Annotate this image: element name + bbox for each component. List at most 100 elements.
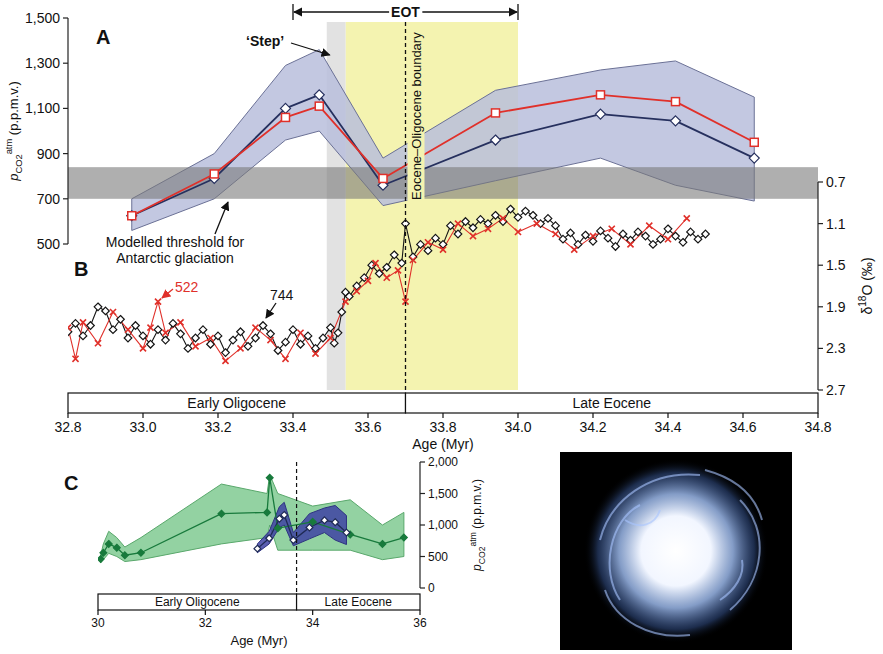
- data-point: [664, 225, 672, 233]
- data-point: [634, 228, 642, 236]
- label-part: (p.p.m.v.): [470, 479, 484, 532]
- y-axis-tick: [420, 587, 425, 588]
- data-point: [590, 233, 596, 239]
- y2-axis-tick: [818, 389, 823, 390]
- y2-axis-line: [817, 182, 818, 390]
- y2-axis-tick-label: 1.5: [826, 257, 846, 273]
- data-point: [477, 216, 485, 224]
- data-point: [447, 222, 455, 230]
- data-point: [312, 351, 318, 357]
- data-point: [117, 315, 125, 323]
- x-tick-label: 34.0: [504, 419, 531, 435]
- data-point: [252, 334, 260, 342]
- x-tick: [142, 413, 143, 418]
- label-part: p: [6, 174, 21, 182]
- panel-d-image: [560, 452, 792, 650]
- x-axis-title: Age (Myr): [230, 633, 287, 648]
- data-point: [139, 332, 147, 340]
- y-axis-tick-label: 1,000: [428, 518, 458, 532]
- data-point: [609, 226, 615, 232]
- data-point: [679, 239, 687, 247]
- panel-letter: C: [64, 472, 78, 494]
- label-part: CO2: [477, 546, 487, 564]
- threshold-arrow: [215, 202, 228, 234]
- data-point: [492, 109, 500, 117]
- x-tick-label: 34.6: [729, 419, 756, 435]
- data-point: [672, 98, 680, 106]
- data-point: [222, 349, 230, 357]
- data-point: [432, 234, 440, 242]
- data-point: [671, 116, 681, 126]
- data-point: [383, 263, 391, 271]
- label-part: atm: [4, 139, 14, 155]
- data-point: [110, 309, 116, 315]
- data-point: [72, 356, 78, 362]
- data-point: [379, 541, 386, 548]
- y-axis-tick: [420, 461, 425, 462]
- data-point: [162, 330, 168, 336]
- data-point: [440, 247, 446, 253]
- data-point: [544, 215, 552, 223]
- data-point: [264, 509, 271, 516]
- data-point: [95, 340, 101, 346]
- label-part: CO2: [14, 154, 24, 173]
- ice-swirl: [705, 470, 762, 520]
- figure: 5007009001,1001,3001,5000.71.11.51.92.32…: [0, 0, 883, 654]
- y-axis-tick: [63, 17, 68, 18]
- data-point: [657, 235, 665, 243]
- x-tick-label: 33.6: [354, 419, 381, 435]
- data-point: [619, 230, 627, 238]
- data-point: [342, 299, 348, 305]
- data-point: [237, 345, 243, 351]
- data-point: [417, 241, 425, 249]
- epoch-label: Late Eocene: [325, 595, 393, 609]
- ice-swirl: [625, 510, 660, 525]
- data-point: [327, 335, 333, 341]
- x-tick-label: 33.8: [429, 419, 456, 435]
- data-point: [113, 544, 120, 551]
- epoch-label: Late Eocene: [572, 395, 651, 411]
- y2-axis-tick-label: 1.9: [826, 299, 846, 315]
- y2-axis-tick: [818, 265, 823, 266]
- boundary-line: [405, 22, 406, 413]
- ice-swirl: [605, 590, 690, 636]
- series-line: [257, 515, 346, 549]
- data-point: [365, 278, 371, 284]
- y-axis-tick-label: 500: [37, 236, 61, 252]
- x-tick: [217, 413, 218, 418]
- data-point: [574, 241, 582, 249]
- y2-axis-tick-label: 0.7: [826, 174, 846, 190]
- data-point: [749, 153, 759, 163]
- data-point: [282, 356, 288, 362]
- data-point: [390, 251, 398, 259]
- data-point: [127, 211, 137, 221]
- data-point: [702, 230, 710, 238]
- x-tick: [67, 413, 68, 418]
- data-point: [552, 231, 558, 237]
- data-point: [627, 241, 633, 247]
- x-tick: [592, 413, 593, 418]
- data-point: [125, 327, 131, 333]
- boundary-line: [296, 462, 297, 610]
- data-point: [109, 326, 117, 334]
- y-axis-tick: [420, 493, 425, 494]
- data-point: [259, 322, 267, 330]
- data-point: [646, 223, 652, 229]
- label-patch: [408, 30, 425, 202]
- data-point: [138, 549, 145, 556]
- y-axis-tick: [63, 63, 68, 64]
- threshold-label-line: Modelled threshold for: [106, 234, 245, 250]
- uncertainty-band: [101, 475, 404, 563]
- epoch-box: [98, 594, 297, 610]
- x-tick-label: 33.4: [279, 419, 306, 435]
- x-tick: [312, 610, 313, 615]
- x-axis-title: Age (Myr): [412, 436, 473, 452]
- y-axis-line: [67, 18, 68, 244]
- ice-swirl: [610, 505, 640, 600]
- d18o-plot: [68, 205, 709, 364]
- data-point: [665, 236, 671, 242]
- x-tick-label: 33.2: [204, 419, 231, 435]
- data-point: [290, 537, 297, 544]
- data-point: [672, 232, 680, 240]
- data-point: [207, 340, 215, 348]
